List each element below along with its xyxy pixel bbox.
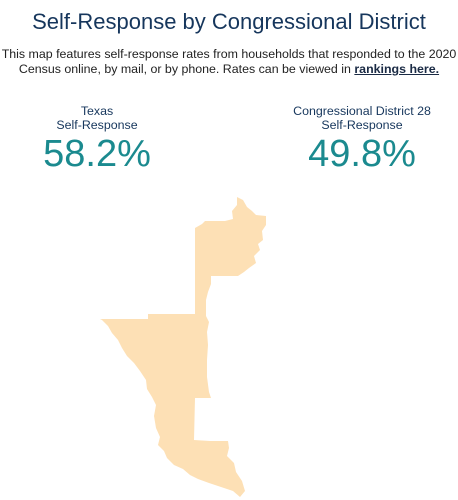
map-description: This map features self-response rates fr…: [0, 47, 458, 77]
description-text: This map features self-response rates fr…: [1, 47, 457, 76]
district-stat-value: 49.8%: [308, 133, 416, 175]
rankings-link[interactable]: rankings here.: [354, 62, 440, 76]
page-title: Self-Response by Congressional District: [32, 9, 426, 34]
district-28-shape[interactable]: [100, 197, 266, 497]
state-stat-label-line2: Self-Response: [56, 118, 138, 132]
district-stat-label-line1: Congressional District 28: [293, 104, 431, 118]
state-stat: Texas Self-Response 58.2%: [27, 104, 167, 174]
district-stat: Congressional District 28 Self-Response …: [282, 104, 442, 174]
state-stat-value: 58.2%: [43, 133, 151, 175]
district-stat-label-line2: Self-Response: [321, 118, 403, 132]
state-stat-label-line1: Texas: [80, 104, 114, 118]
